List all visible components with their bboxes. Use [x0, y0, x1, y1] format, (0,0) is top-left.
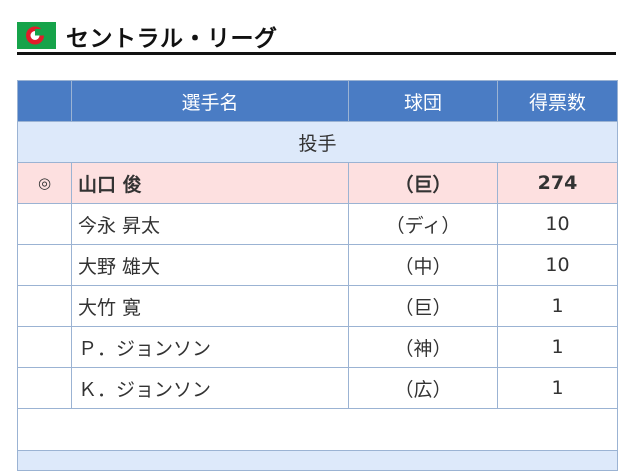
- winner-mark: [17, 203, 72, 245]
- table-row: ◎ 山口 俊 （巨） 274: [17, 162, 618, 204]
- team-name: （巨）: [348, 162, 498, 204]
- next-section-row: [17, 450, 618, 471]
- vote-count: 1: [497, 326, 618, 368]
- column-header-team: 球団: [348, 80, 498, 122]
- team-name: （神）: [348, 326, 498, 368]
- winner-mark: [17, 326, 72, 368]
- vote-count: 10: [497, 244, 618, 286]
- table-row: 大野 雄大 （中） 10: [17, 244, 618, 286]
- table-row: Ｐ．ジョンソン （神） 1: [17, 326, 618, 368]
- player-name: 大野 雄大: [71, 244, 349, 286]
- section-row-pitcher: 投手: [17, 121, 618, 163]
- player-name: Ｋ．ジョンソン: [71, 367, 349, 409]
- section-label: 投手: [17, 121, 618, 163]
- player-name: 今永 昇太: [71, 203, 349, 245]
- table-row: 今永 昇太 （ディ） 10: [17, 203, 618, 245]
- column-header-player-name: 選手名: [71, 80, 349, 122]
- vote-count: 1: [497, 285, 618, 327]
- player-name: Ｐ．ジョンソン: [71, 326, 349, 368]
- league-header: セントラル・リーグ: [17, 14, 616, 55]
- table-row: 大竹 寛 （巨） 1: [17, 285, 618, 327]
- team-name: （中）: [348, 244, 498, 286]
- empty-row: [17, 408, 618, 451]
- vote-results-table: 選手名 球団 得票数 投手 ◎ 山口 俊 （巨） 274 今永 昇太 （ディ） …: [17, 80, 618, 471]
- player-name: 山口 俊: [71, 162, 349, 204]
- winner-mark: [17, 367, 72, 409]
- vote-count: 10: [497, 203, 618, 245]
- league-title: セントラル・リーグ: [66, 26, 278, 52]
- column-header-mark: [17, 80, 72, 122]
- team-name: （巨）: [348, 285, 498, 327]
- empty-cell: [17, 408, 618, 451]
- column-header-votes: 得票数: [497, 80, 618, 122]
- table-row: Ｋ．ジョンソン （広） 1: [17, 367, 618, 409]
- winner-mark: ◎: [17, 162, 72, 204]
- table-header-row: 選手名 球団 得票数: [17, 80, 618, 122]
- player-name: 大竹 寛: [71, 285, 349, 327]
- team-name: （ディ）: [348, 203, 498, 245]
- winner-mark: [17, 285, 72, 327]
- team-name: （広）: [348, 367, 498, 409]
- next-section-cell: [17, 450, 618, 471]
- central-league-logo-icon: [17, 22, 56, 49]
- winner-mark: [17, 244, 72, 286]
- vote-count: 274: [497, 162, 618, 204]
- vote-count: 1: [497, 367, 618, 409]
